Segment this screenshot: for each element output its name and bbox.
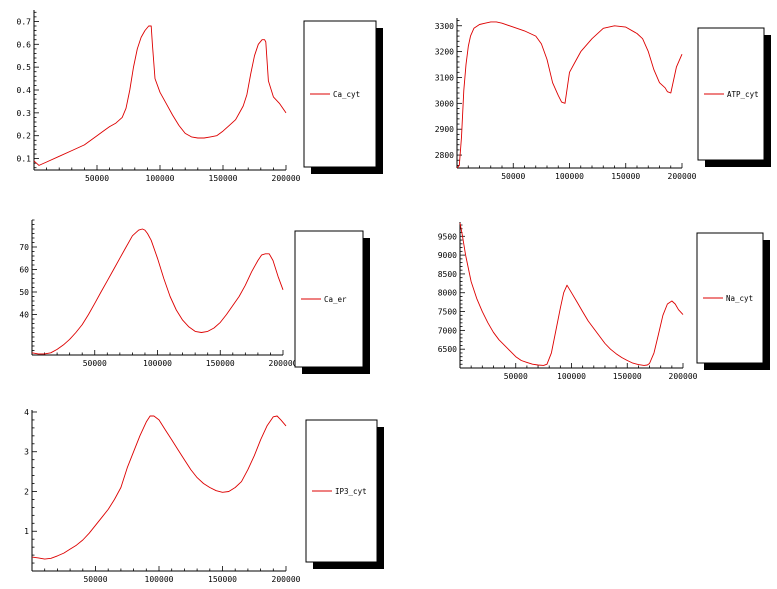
x-tick-label: 50000	[501, 172, 525, 181]
y-tick-label: 9500	[438, 232, 457, 241]
panel-4: 50000 100000 150000 200000 1 2 3 4 IP3_cyt	[24, 408, 384, 584]
y-tick-label: 3100	[435, 73, 454, 82]
legend-label: ATP_cyt	[727, 90, 759, 99]
y-tick-label: 8500	[438, 270, 457, 279]
x-tick-label: 100000	[557, 372, 586, 381]
legend-label: Ca_er	[324, 295, 347, 304]
x-tick-label: 50000	[85, 174, 109, 183]
x-tick-label: 150000	[209, 174, 238, 183]
y-tick-label: 0.4	[17, 86, 32, 95]
x-tick-label: 200000	[272, 174, 301, 183]
panel-0: 50000 100000 150000 200000 0.1 0.2 0.3 0.4 0.5 0.…	[17, 10, 383, 183]
panel-2: 50000 100000 150000 200000 40 50 60 70 Ca_er	[19, 219, 370, 374]
y-tick-label: 70	[19, 243, 29, 252]
x-tick-label: 150000	[206, 359, 235, 368]
y-tick-label: 0.7	[17, 17, 32, 26]
x-tick-label: 50000	[83, 575, 107, 584]
y-tick-label: 50	[19, 288, 29, 297]
series-line-ca-cyt	[33, 25, 287, 166]
x-tick-label: 150000	[208, 575, 237, 584]
y-tick-label: 7000	[438, 326, 457, 335]
x-tick-label: 200000	[669, 372, 698, 381]
series-line-ca-er	[31, 228, 284, 355]
y-tick-label: 3200	[435, 48, 454, 57]
series-line-na-cyt	[459, 223, 684, 366]
y-tick-label: 3	[24, 448, 29, 457]
x-tick-label: 200000	[668, 172, 697, 181]
x-tick-label: 200000	[269, 359, 298, 368]
y-tick-label: 2900	[435, 125, 454, 134]
y-tick-label: 0.3	[17, 109, 32, 118]
x-tick-label: 50000	[83, 359, 107, 368]
legend-label: Ca_cyt	[333, 90, 360, 99]
x-tick-label: 100000	[555, 172, 584, 181]
legend-label: Na_cyt	[726, 294, 753, 303]
x-tick-label: 100000	[145, 575, 174, 584]
series-line-atp-cyt	[456, 21, 683, 169]
y-tick-label: 2	[24, 487, 29, 496]
y-tick-label: 0.1	[17, 155, 32, 164]
x-tick-label: 100000	[143, 359, 172, 368]
x-tick-label: 150000	[611, 172, 640, 181]
y-tick-label: 8000	[438, 289, 457, 298]
y-tick-label: 40	[19, 311, 29, 320]
y-tick-label: 0.5	[17, 63, 32, 72]
panel-3: 50000 100000 150000 200000 6500 7000 7500 8000 8…	[438, 222, 770, 381]
x-tick-label: 200000	[272, 575, 301, 584]
y-tick-label: 2800	[435, 151, 454, 160]
y-tick-label: 0.2	[17, 132, 32, 141]
y-tick-label: 7500	[438, 308, 457, 317]
panel-1: 50000 100000 150000 200000 2800 2900 3000 3100 3…	[435, 18, 771, 181]
y-tick-label: 3000	[435, 99, 454, 108]
y-tick-label: 9000	[438, 251, 457, 260]
y-tick-label: 4	[24, 408, 29, 417]
x-tick-label: 150000	[613, 372, 642, 381]
legend-label: IP3_cyt	[335, 487, 367, 496]
y-tick-label: 1	[24, 527, 29, 536]
y-tick-label: 6500	[438, 345, 457, 354]
y-tick-label: 60	[19, 266, 29, 275]
x-tick-label: 50000	[504, 372, 528, 381]
series-line-ip3-cyt	[31, 415, 287, 560]
y-tick-label: 0.6	[17, 40, 32, 49]
x-tick-label: 100000	[146, 174, 175, 183]
y-tick-label: 3300	[435, 22, 454, 31]
